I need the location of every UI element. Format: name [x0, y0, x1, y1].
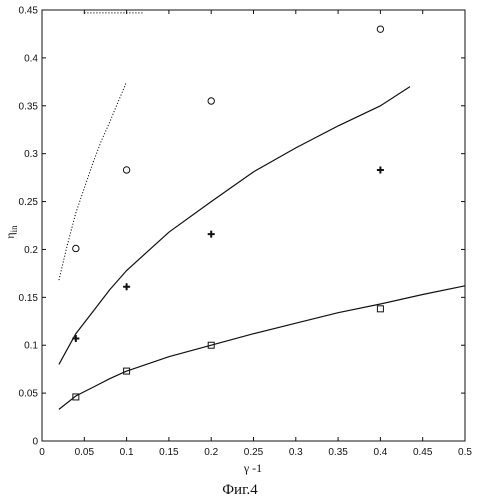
x-tick-label: 0.5	[458, 447, 472, 458]
y-tick-label: 0.3	[24, 149, 38, 160]
x-tick-label: 0.1	[120, 447, 134, 458]
x-axis: 0 0.05 0.1 0.15 0.2 0.25 0.3 0.35 0.4 0.45 0.5	[39, 10, 472, 458]
plot-area	[59, 13, 465, 410]
data-point-circle	[377, 26, 383, 32]
y-axis-label: ηin	[3, 225, 19, 239]
y-tick-label: 0.2	[24, 245, 38, 256]
y-tick-label: 0.45	[19, 6, 39, 17]
x-tick-label: 0.4	[373, 447, 387, 458]
x-axis-label: γ -1	[243, 461, 262, 475]
y-tick-label: 0.15	[19, 293, 39, 304]
series-2	[73, 306, 384, 400]
x-tick-label: 0.35	[328, 447, 348, 458]
y-tick-label: 0.05	[19, 389, 39, 400]
plot-frame	[42, 10, 465, 441]
series-5	[59, 82, 127, 280]
data-point-plus	[208, 231, 215, 238]
dotted-curve	[59, 82, 127, 280]
x-tick-label: 0.2	[204, 447, 218, 458]
y-tick-label: 0	[32, 437, 38, 448]
y-tick-label: 0.4	[24, 53, 38, 64]
data-point-plus	[123, 283, 130, 290]
series-3	[59, 87, 410, 365]
x-tick-label: 0.05	[75, 447, 95, 458]
y-axis: 0 0.05 0.1 0.15 0.2 0.25 0.3 0.35 0.4 0.45	[19, 6, 465, 448]
y-tick-label: 0.1	[24, 341, 38, 352]
x-tick-label: 0.15	[159, 447, 179, 458]
x-tick-label: 0.25	[244, 447, 264, 458]
x-tick-label: 0.45	[413, 447, 433, 458]
data-point-circle	[123, 167, 129, 173]
fit-curve	[59, 286, 465, 410]
series-0	[73, 26, 384, 252]
y-axis-label-subscript: in	[9, 225, 19, 233]
fit-curve	[59, 87, 410, 365]
x-tick-label: 0.3	[289, 447, 303, 458]
data-point-circle	[208, 98, 214, 104]
data-point-square	[377, 306, 383, 312]
y-tick-label: 0.25	[19, 197, 39, 208]
data-point-plus	[377, 166, 384, 173]
data-point-circle	[73, 245, 79, 251]
series-1	[72, 166, 384, 342]
series-4	[59, 286, 465, 410]
x-tick-label: 0	[39, 447, 45, 458]
figure-caption: Фиг.4	[222, 482, 258, 498]
y-tick-label: 0.35	[19, 101, 39, 112]
